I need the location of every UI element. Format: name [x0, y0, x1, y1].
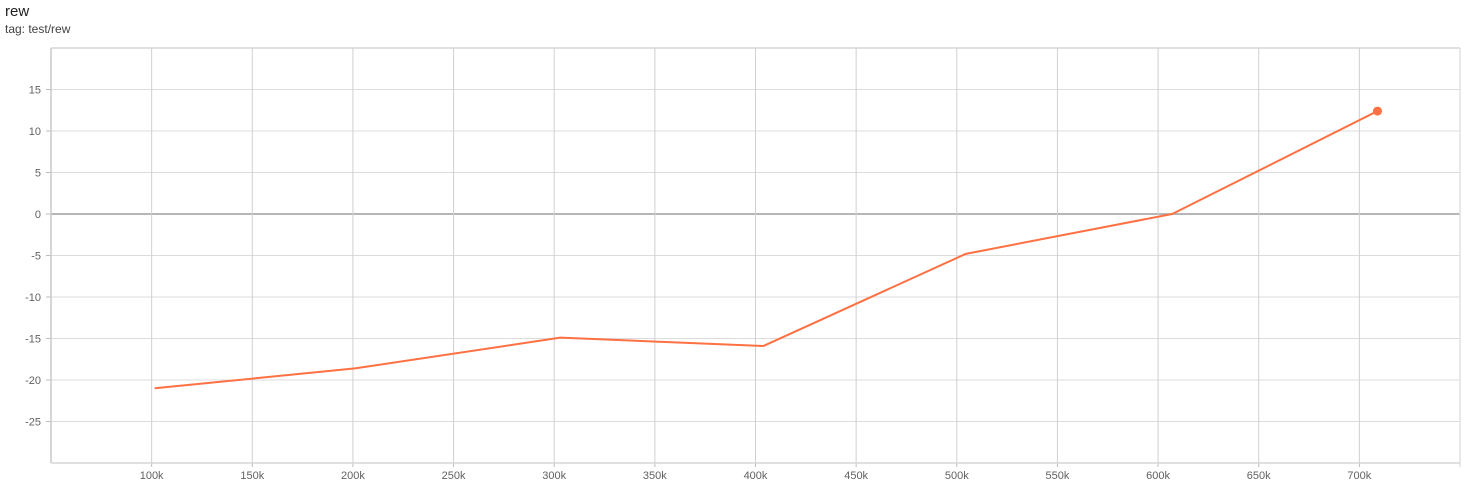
y-tick-label: -25 [25, 417, 41, 429]
x-tick-label: 400k [744, 470, 768, 482]
y-tick-label: 5 [35, 168, 41, 180]
y-tick-label: -15 [25, 334, 41, 346]
chart-subtitle: tag: test/rew [5, 22, 71, 36]
x-tick-label: 100k [140, 470, 164, 482]
x-tick-label: 650k [1247, 470, 1271, 482]
x-tick-label: 300k [542, 470, 566, 482]
x-tick-label: 350k [643, 470, 667, 482]
y-tick-label: 10 [29, 126, 41, 138]
x-tick-label: 450k [844, 470, 868, 482]
y-tick-label: -10 [25, 292, 41, 304]
y-tick-label: 0 [35, 209, 41, 221]
y-tick-label: -20 [25, 375, 41, 387]
x-tick-label: 700k [1347, 470, 1371, 482]
chart-title: rew [5, 3, 30, 20]
y-tick-label: 15 [29, 85, 41, 97]
x-tick-label: 500k [945, 470, 969, 482]
x-tick-label: 600k [1146, 470, 1170, 482]
data-point [1372, 106, 1382, 116]
x-tick-label: 250k [442, 470, 466, 482]
x-tick-label: 550k [1045, 470, 1069, 482]
y-tick-label: -5 [31, 251, 41, 263]
x-tick-label: 150k [240, 470, 264, 482]
series-line [154, 110, 1378, 390]
x-tick-label: 200k [341, 470, 365, 482]
